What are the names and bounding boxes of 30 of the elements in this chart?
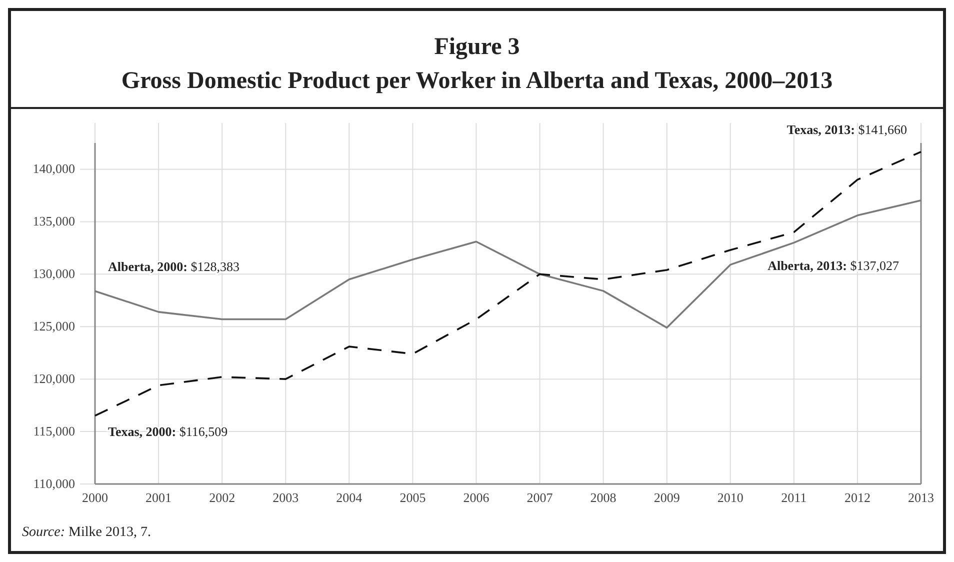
x-tick-label: 2012 [844, 490, 870, 505]
x-tick-label: 2001 [146, 490, 172, 505]
x-tick-label: 2006 [463, 490, 490, 505]
y-tick-label: 120,000 [32, 371, 75, 386]
line-series [94, 150, 922, 417]
chart-title: Figure 3 [434, 34, 520, 60]
x-tick-label: 2010 [717, 490, 744, 505]
x-tick-label: 2003 [272, 490, 299, 505]
y-tick-label: 135,000 [32, 214, 75, 229]
x-tick-label: 2008 [590, 490, 616, 505]
chart-subtitle: Gross Domestic Product per Worker in Alberta and Texas, 2000–2013 [121, 68, 833, 94]
y-tick-label: 130,000 [32, 266, 75, 282]
y-tick-label: 110,000 [33, 476, 75, 491]
x-tick-label: 2011 [781, 490, 807, 505]
x-tick-label: 2000 [82, 490, 108, 505]
x-tick-label: 2007 [526, 490, 554, 505]
source-note: Source: Milke 2013, 7. [22, 525, 151, 540]
y-tick-label: 125,000 [32, 318, 75, 334]
text: Texas, 2013: $141,660 [786, 122, 907, 137]
x-tick-label: 2009 [654, 490, 680, 505]
x-tick-label: 2005 [400, 490, 426, 505]
x-tick-label: 2013 [908, 490, 934, 505]
x-tick-label: 2002 [209, 490, 236, 505]
y-tick-label: 115,000 [33, 424, 75, 439]
annotation: Alberta, 2013: $137,027 [768, 258, 900, 273]
x-tick-label: 2004 [336, 490, 363, 505]
annotation: Texas, 2000: $116,509 [108, 424, 228, 439]
annotation: Alberta, 2000: $128,383 [108, 259, 240, 274]
line-series [94, 200, 922, 329]
y-tick-label: 140,000 [32, 161, 75, 176]
